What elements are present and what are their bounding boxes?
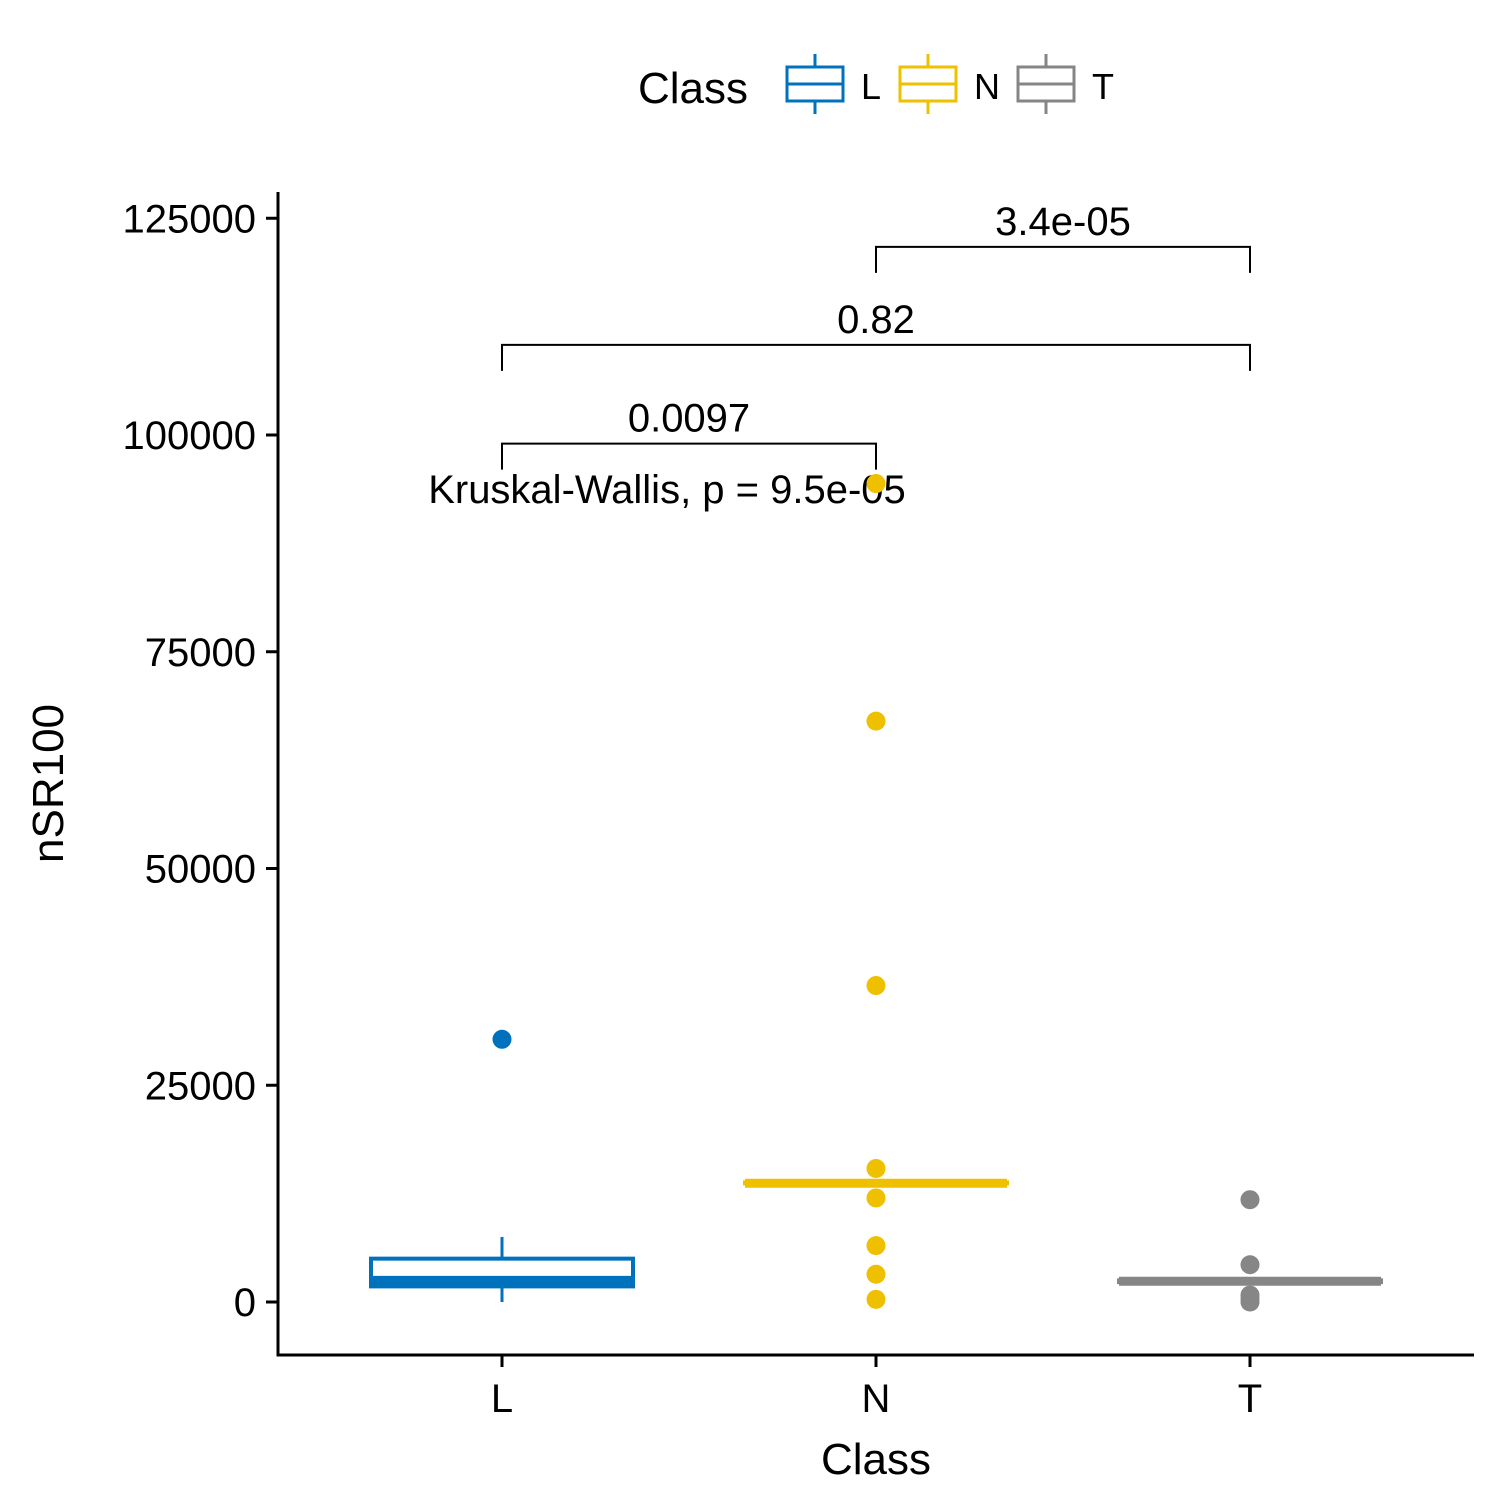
outlier-point-N: [866, 1158, 886, 1178]
outlier-point-N: [866, 474, 886, 494]
comparison-p-value: 0.82: [837, 298, 915, 342]
y-axis-ticks: 0 25000 50000 75000 100000 125000: [123, 197, 278, 1325]
x-axis-title: Class: [821, 1435, 931, 1484]
comparison-bracket: [875, 245, 1251, 273]
box-series: [369, 1178, 1383, 1302]
y-axis-title: nSR100: [24, 704, 73, 863]
comparison-N-T: 3.4e-05: [875, 200, 1251, 273]
comparison-bracket: [501, 343, 1251, 371]
outlier-point-L: [492, 1029, 512, 1049]
y-tick-label: 50000: [145, 848, 256, 892]
outlier-points: [492, 474, 1260, 1312]
y-tick-label: 0: [234, 1281, 256, 1325]
kruskal-wallis-label: Kruskal-Wallis, p = 9.5e-05: [428, 468, 906, 512]
outlier-point-N: [866, 1188, 886, 1208]
box-T: [1117, 1276, 1383, 1286]
plot-area: [369, 474, 1383, 1312]
legend-item-L: L: [785, 54, 881, 114]
legend: Class L N T: [638, 54, 1114, 114]
outlier-point-N: [866, 1236, 886, 1256]
legend-label-L: L: [861, 66, 881, 107]
comparison-bracket: [501, 442, 877, 470]
legend-label-N: N: [974, 66, 1000, 107]
outlier-point-T: [1240, 1255, 1260, 1275]
comparison-L-T: 0.82: [501, 298, 1251, 371]
outlier-point-T: [1240, 1292, 1260, 1312]
comparison-L-N: 0.0097: [501, 397, 877, 470]
outlier-point-N: [866, 976, 886, 996]
y-tick-label: 100000: [123, 414, 256, 458]
comparison-p-value: 3.4e-05: [995, 200, 1131, 244]
box-L: [369, 1236, 635, 1302]
x-tick-label-L: L: [491, 1377, 513, 1421]
outlier-point-T: [1240, 1190, 1260, 1210]
y-tick-label: 125000: [123, 197, 256, 241]
comparison-annotations: 0.0097 0.82 3.4e-05 Kruskal-Wallis, p = 9.5…: [428, 200, 1251, 512]
box-N: [743, 1178, 1009, 1188]
outlier-point-N: [866, 1289, 886, 1309]
x-tick-label-T: T: [1238, 1377, 1262, 1421]
y-tick-label: 75000: [145, 631, 256, 675]
legend-title: Class: [638, 64, 748, 113]
legend-item-T: T: [1016, 54, 1114, 114]
legend-item-N: N: [898, 54, 1000, 114]
outlier-point-N: [866, 711, 886, 731]
comparison-p-value: 0.0097: [628, 397, 750, 441]
outlier-point-N: [866, 1264, 886, 1284]
x-tick-label-N: N: [862, 1377, 891, 1421]
axes: 0 25000 50000 75000 100000 125000 L N T Class n…: [24, 192, 1474, 1484]
y-tick-label: 25000: [145, 1064, 256, 1108]
legend-label-T: T: [1092, 66, 1114, 107]
